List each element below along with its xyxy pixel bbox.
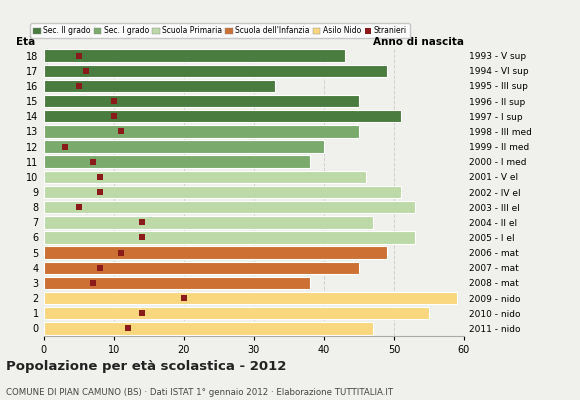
Bar xyxy=(44,125,359,138)
Bar xyxy=(44,262,359,274)
Bar xyxy=(44,64,387,77)
Bar xyxy=(44,49,345,62)
Bar xyxy=(44,110,401,122)
Bar xyxy=(44,277,310,289)
Text: Anno di nascita: Anno di nascita xyxy=(373,36,464,46)
Bar xyxy=(44,95,359,107)
Bar xyxy=(44,216,373,228)
Text: Popolazione per età scolastica - 2012: Popolazione per età scolastica - 2012 xyxy=(6,360,286,373)
Bar xyxy=(44,140,324,153)
Text: Età: Età xyxy=(16,36,35,46)
Text: COMUNE DI PIAN CAMUNO (BS) · Dati ISTAT 1° gennaio 2012 · Elaborazione TUTTITALI: COMUNE DI PIAN CAMUNO (BS) · Dati ISTAT … xyxy=(6,388,393,397)
Bar xyxy=(44,156,310,168)
Bar xyxy=(44,171,366,183)
Bar xyxy=(44,80,275,92)
Bar xyxy=(44,201,415,213)
Bar xyxy=(44,292,457,304)
Bar xyxy=(44,322,373,335)
Bar xyxy=(44,186,401,198)
Bar xyxy=(44,246,387,259)
Legend: Sec. II grado, Sec. I grado, Scuola Primaria, Scuola dell'Infanzia, Asilo Nido, : Sec. II grado, Sec. I grado, Scuola Prim… xyxy=(30,23,410,38)
Bar xyxy=(44,307,429,320)
Bar xyxy=(44,231,415,244)
